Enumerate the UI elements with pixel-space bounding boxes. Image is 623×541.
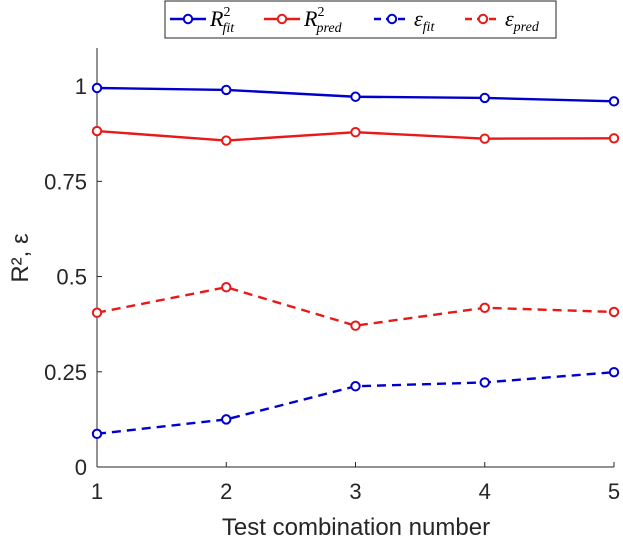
data-point [221, 414, 232, 425]
y-tick-label: 0.75 [44, 169, 87, 194]
x-tick-label: 3 [349, 479, 361, 504]
data-point [608, 96, 620, 107]
data-point [479, 302, 490, 313]
data-point [221, 84, 232, 96]
x-tick-label: 1 [91, 479, 103, 504]
data-point [350, 91, 361, 102]
data-point [91, 125, 103, 137]
data-point [479, 92, 490, 104]
series-R²pred [91, 125, 620, 146]
data-point [221, 135, 232, 146]
data-point [350, 126, 361, 138]
y-tick-label: 0 [75, 455, 87, 480]
y-tick-label: 1 [75, 74, 87, 99]
data-point [479, 377, 490, 388]
series-line [96, 285, 615, 327]
data-point [350, 320, 361, 331]
x-tick-label: 4 [479, 479, 491, 504]
y-tick-label: 0.5 [56, 265, 87, 290]
series-R²fit [91, 82, 620, 107]
series-εfit [91, 366, 620, 440]
legend-label: εfit [414, 6, 435, 35]
series-layer [91, 82, 620, 440]
y-axis-title: R², ε [7, 233, 34, 283]
legend-label: εpred [505, 6, 540, 35]
legend-label: R2 pred [303, 5, 343, 36]
data-point [221, 282, 232, 293]
data-point [91, 428, 103, 440]
data-point [608, 133, 620, 144]
data-point [91, 82, 103, 94]
y-tick-label: 0.25 [44, 360, 87, 385]
x-tick-label: 2 [220, 479, 232, 504]
legend-marker [182, 13, 194, 25]
axes: 1 2 3 4 5 0 0.25 0.5 0.75 1 [44, 48, 620, 504]
x-tick-label: 5 [608, 479, 620, 504]
series-εpred [91, 282, 620, 331]
legend-marker [276, 13, 288, 25]
legend-marker [477, 13, 489, 25]
data-point [350, 381, 361, 392]
data-point [608, 366, 620, 378]
x-axis-title: Test combination number [222, 514, 490, 541]
legend-marker [386, 13, 398, 25]
data-point [91, 307, 103, 318]
legend-label: R2 fit [209, 5, 235, 36]
legend: R2 fit R2 pred εfit εpred [164, 0, 557, 39]
data-point [479, 133, 490, 144]
data-point [608, 306, 620, 318]
